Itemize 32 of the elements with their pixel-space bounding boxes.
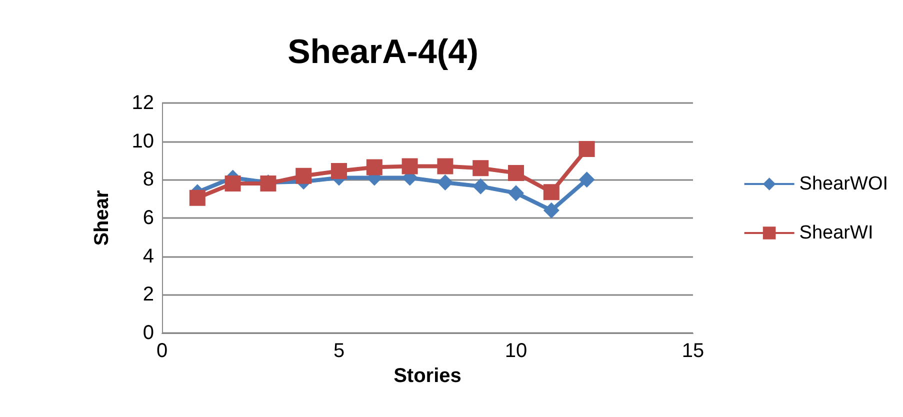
y-tick-label: 6 xyxy=(142,207,154,229)
point xyxy=(402,158,418,174)
point xyxy=(437,174,454,191)
point xyxy=(437,158,454,174)
x-tick-label: 15 xyxy=(682,340,704,362)
x-tick-label: 0 xyxy=(156,340,168,362)
y-tick-label: 0 xyxy=(142,322,154,344)
point xyxy=(543,184,560,200)
y-tick-label: 8 xyxy=(142,168,154,191)
x-tick-label: 5 xyxy=(333,340,345,362)
point xyxy=(578,141,595,157)
x-tick-label: 10 xyxy=(504,340,528,362)
point xyxy=(472,178,489,194)
y-tick-label: 2 xyxy=(142,284,154,306)
x-axis-title: Stories xyxy=(394,364,462,387)
point xyxy=(224,176,241,192)
legend-label: ShearWI xyxy=(799,222,874,244)
point xyxy=(508,164,524,181)
point xyxy=(472,160,489,176)
point xyxy=(578,172,595,188)
legend-label: ShearWOI xyxy=(799,174,888,194)
point xyxy=(189,190,206,206)
point xyxy=(508,185,524,202)
point xyxy=(296,168,312,184)
y-tick-label: 12 xyxy=(132,92,154,114)
point xyxy=(331,163,347,180)
chart-title: ShearA-4(4) xyxy=(288,33,478,71)
point xyxy=(543,202,560,218)
y-axis-title: Shear xyxy=(91,190,113,246)
point xyxy=(366,159,382,176)
y-tick-label: 4 xyxy=(142,245,154,268)
y-tick-label: 10 xyxy=(132,130,154,152)
